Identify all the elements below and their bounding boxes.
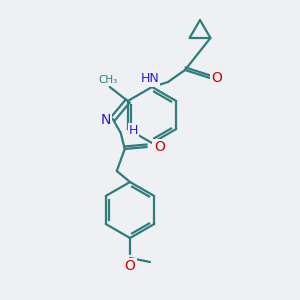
Text: O: O	[124, 259, 135, 273]
Text: N: N	[100, 113, 111, 127]
Text: H: H	[129, 124, 138, 137]
Text: HN: HN	[140, 73, 159, 85]
Text: O: O	[212, 71, 222, 85]
Text: O: O	[154, 140, 165, 154]
Text: CH₃: CH₃	[98, 75, 117, 85]
